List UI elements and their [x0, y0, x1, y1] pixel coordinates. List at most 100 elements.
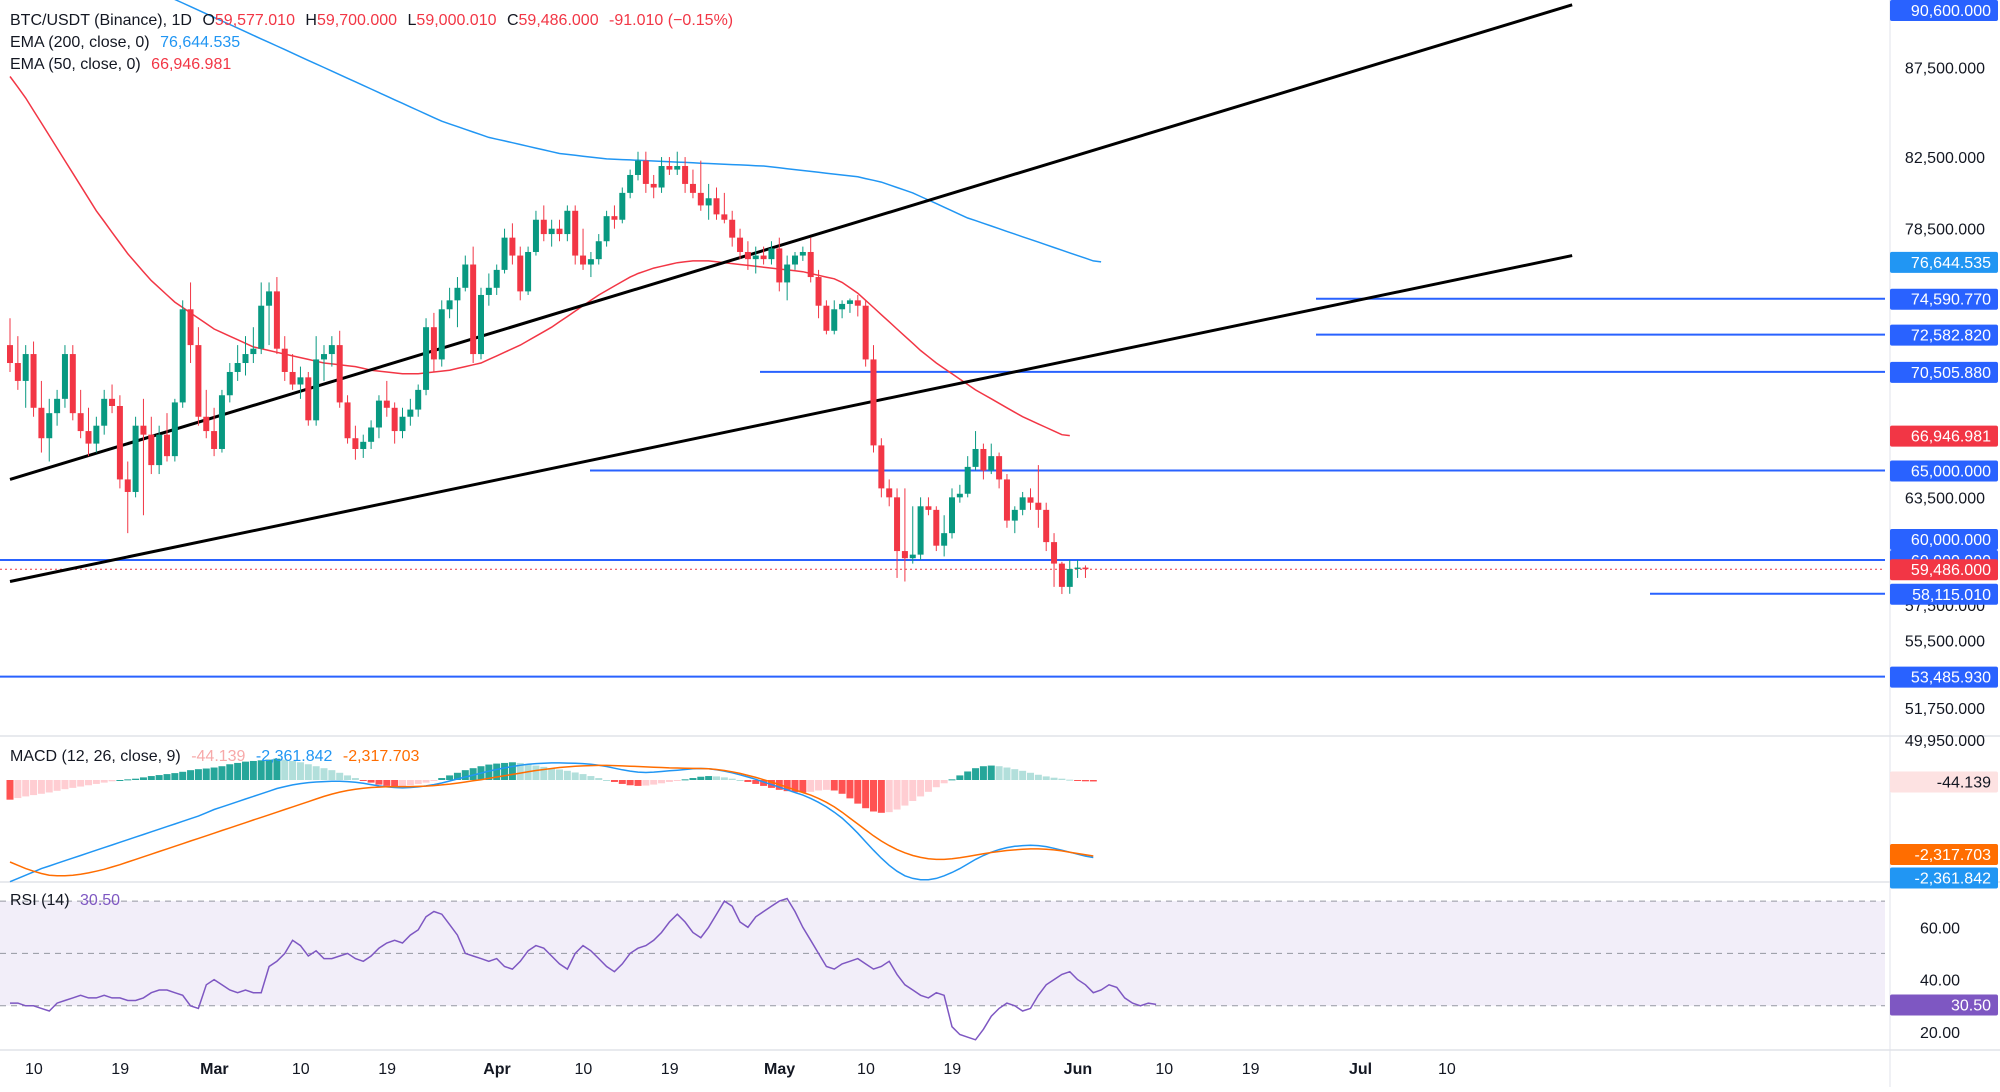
macd-histogram-bar	[124, 779, 132, 781]
axis-price-label: 60,000.000	[1890, 529, 1998, 551]
candle-body	[336, 345, 343, 403]
candle	[93, 416, 100, 453]
macd-histogram-bar	[563, 770, 571, 780]
candle	[737, 228, 744, 260]
candle-body	[996, 456, 1003, 480]
macd-histogram-bar	[995, 766, 1003, 780]
candle	[603, 210, 610, 247]
ema50-value: 66,946.981	[151, 56, 232, 73]
macd-axis-label: -44.139	[1890, 771, 1998, 793]
macd-histogram-bar	[917, 780, 925, 797]
candle	[619, 187, 626, 224]
y-tick-label: 82,500.000	[1905, 150, 1985, 167]
trendline	[9, 3, 1573, 481]
candle	[399, 407, 406, 439]
macd-histogram-bar	[1081, 780, 1089, 782]
candle-body	[93, 425, 100, 444]
candle	[164, 413, 170, 462]
candle-body	[305, 377, 312, 421]
close-label: C	[506, 12, 519, 29]
candle-body	[697, 192, 704, 206]
candle	[689, 169, 696, 199]
candle	[156, 425, 163, 475]
macd-histogram-bar	[626, 780, 634, 786]
candle-body	[627, 174, 634, 193]
macd-histogram-bar	[367, 780, 375, 783]
macd-histogram-bar	[30, 780, 38, 796]
candle-body	[85, 431, 92, 444]
candle	[752, 246, 759, 274]
macd-histogram-bar	[414, 780, 422, 784]
candle	[509, 223, 516, 265]
axis-price-label-bg	[1890, 288, 1998, 310]
macd-histogram-bar	[77, 780, 85, 787]
macd-axis-label-bg	[1890, 844, 1998, 866]
macd-histogram-bar	[1058, 778, 1066, 780]
candle	[454, 277, 461, 328]
candle	[635, 151, 641, 181]
main-legend: BTC/USDT (Binance), 1D O59,577.010 H59,7…	[10, 12, 733, 30]
candle-body	[281, 348, 288, 372]
y-tick-label: 87,500.000	[1905, 61, 1985, 78]
candle-body	[611, 216, 618, 220]
macd-histogram-bar	[438, 778, 446, 780]
axis-price-label: 53,485.930	[1890, 666, 1998, 688]
macd-histogram-bar	[846, 780, 854, 799]
macd-histogram-bar	[336, 772, 344, 780]
x-tick-label: 10	[1438, 1061, 1456, 1078]
macd-histogram-bar	[744, 780, 752, 782]
candle-body	[941, 533, 948, 546]
candle-body	[988, 456, 995, 471]
axis-price-label-text: 74,590.770	[1911, 292, 1991, 309]
macd-histogram-bar	[972, 768, 980, 780]
macd-histogram-bar	[218, 766, 226, 780]
macd-histogram-bar	[720, 777, 728, 780]
macd-histogram-bar	[296, 762, 304, 780]
candle	[525, 246, 532, 295]
macd-histogram-bar	[1027, 772, 1034, 780]
axis-price-label-text: 65,000.000	[1911, 463, 1991, 480]
candle	[556, 219, 563, 242]
candle	[964, 456, 971, 498]
macd-histogram-bar	[830, 780, 838, 791]
macd-histogram-bar	[53, 780, 61, 791]
candle	[30, 341, 37, 417]
candle-body	[666, 166, 673, 170]
macd-axis-label-bg	[1890, 867, 1998, 889]
candles-layer	[7, 151, 1089, 595]
candle	[572, 205, 579, 265]
candle-body	[101, 398, 108, 426]
axis-price-label-bg	[1890, 324, 1998, 346]
axis-price-label-bg	[1890, 460, 1998, 482]
ema200-line	[174, 0, 1102, 263]
low-label: L	[407, 12, 417, 29]
candle-body	[1027, 497, 1034, 503]
axis-price-label: 74,590.770	[1890, 288, 1998, 310]
candle	[407, 398, 414, 426]
axis-price-label: 72,582.820	[1890, 324, 1998, 346]
candle-body	[925, 506, 932, 510]
macd-histogram-bar	[571, 772, 579, 780]
high-label: H	[305, 12, 317, 29]
macd-histogram-bar	[924, 780, 932, 792]
candle-body	[933, 509, 940, 546]
candle	[179, 300, 186, 408]
candle	[242, 336, 249, 376]
candle-body	[870, 359, 877, 446]
axis-price-label-bg	[1890, 559, 1998, 581]
candle-body	[54, 398, 61, 414]
macd-histogram-bar	[548, 768, 556, 780]
candle	[532, 210, 539, 256]
candle-body	[46, 413, 53, 439]
macd-signal-value: -2,317.703	[342, 748, 420, 765]
candle	[101, 389, 108, 435]
macd-histogram-bar	[893, 780, 901, 810]
candle-body	[30, 354, 37, 408]
macd-histogram-bar	[932, 780, 940, 788]
candle	[611, 205, 618, 229]
candle-body	[689, 183, 696, 193]
candle	[195, 327, 202, 426]
candle	[211, 407, 218, 457]
